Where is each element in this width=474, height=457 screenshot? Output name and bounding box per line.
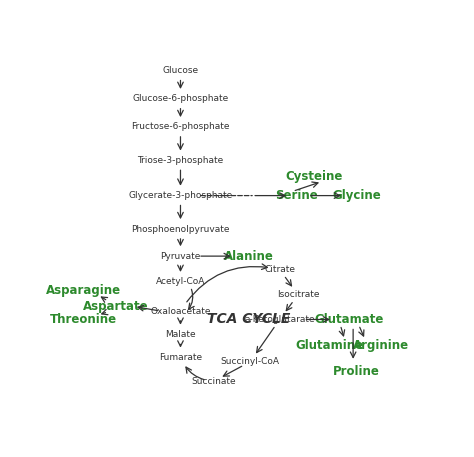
Text: Cysteine: Cysteine [286, 170, 343, 183]
Text: Glycerate-3-phosphate: Glycerate-3-phosphate [128, 191, 233, 200]
Text: Proline: Proline [333, 365, 380, 378]
Text: Glucose: Glucose [163, 66, 199, 75]
Text: Triose-3-phosphate: Triose-3-phosphate [137, 156, 224, 165]
Text: a-Ketoglutarate: a-Ketoglutarate [245, 315, 315, 324]
Text: Aspartate: Aspartate [83, 300, 149, 313]
Text: Fructose-6-phosphate: Fructose-6-phosphate [131, 122, 230, 132]
Text: Serine: Serine [275, 189, 318, 202]
Text: Phosphoenolpyruvate: Phosphoenolpyruvate [131, 224, 230, 234]
Text: Threonine: Threonine [50, 313, 117, 326]
Text: Succinate: Succinate [191, 377, 236, 386]
Text: Asparagine: Asparagine [46, 284, 121, 297]
Text: Glucose-6-phosphate: Glucose-6-phosphate [132, 94, 228, 103]
Text: Glutamine: Glutamine [295, 339, 363, 351]
Text: Fumarate: Fumarate [159, 353, 202, 362]
Text: Succinyl-CoA: Succinyl-CoA [221, 357, 280, 366]
Text: Acetyl-CoA: Acetyl-CoA [156, 277, 205, 286]
Text: Glutamate: Glutamate [315, 313, 384, 326]
Text: TCA CYCLE: TCA CYCLE [207, 313, 290, 326]
Text: Malate: Malate [165, 330, 196, 339]
Text: Citrate: Citrate [264, 265, 295, 274]
Text: Glycine: Glycine [332, 189, 381, 202]
Text: Alanine: Alanine [224, 250, 273, 263]
Text: Pyruvate: Pyruvate [160, 252, 201, 260]
Text: Isocitrate: Isocitrate [277, 290, 319, 299]
Text: Arginine: Arginine [353, 339, 409, 351]
Text: Oxaloacetate: Oxaloacetate [150, 307, 211, 315]
